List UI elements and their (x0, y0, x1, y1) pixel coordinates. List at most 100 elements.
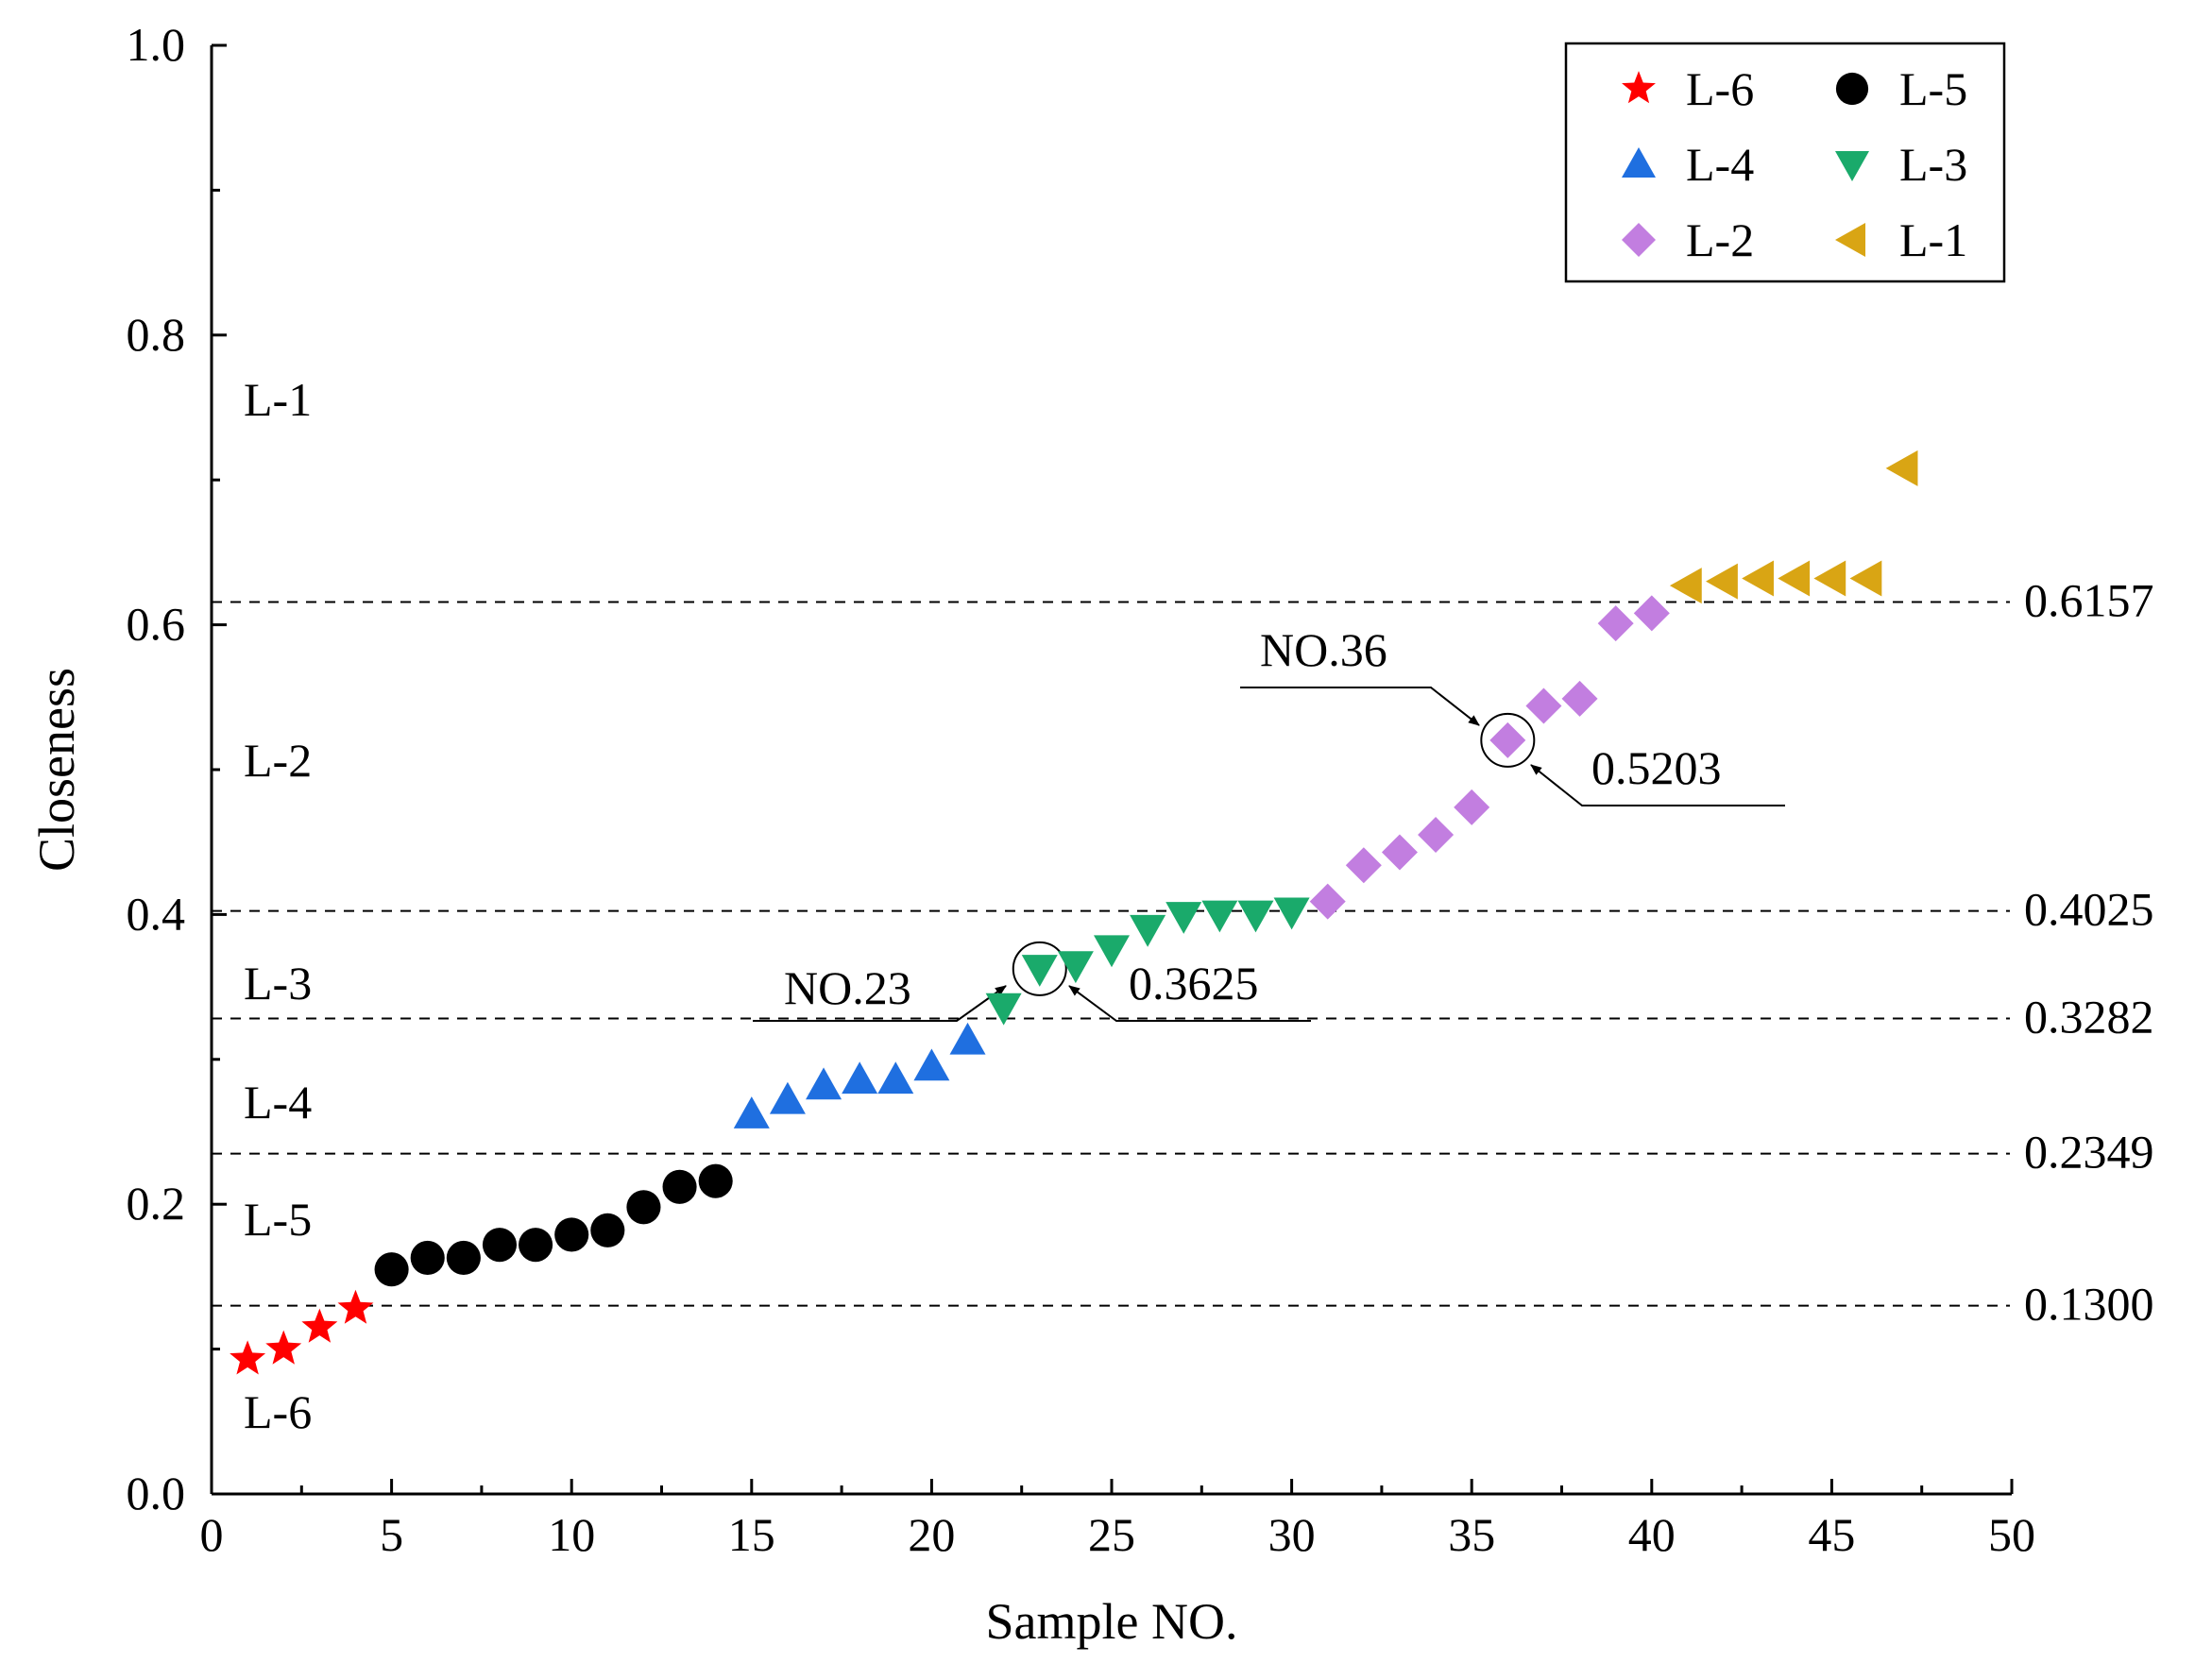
legend-marker (1835, 223, 1866, 257)
data-point (1706, 563, 1738, 600)
y-tick-label: 0.4 (127, 887, 186, 940)
series-L-4 (733, 1022, 986, 1128)
data-point (519, 1228, 553, 1263)
data-point (1237, 900, 1274, 933)
data-point (1885, 450, 1918, 486)
data-point (1669, 568, 1702, 604)
data-point (949, 1022, 986, 1055)
y-tick-label: 0.2 (127, 1177, 186, 1230)
legend-marker (1622, 71, 1656, 104)
data-point (1597, 605, 1634, 642)
level-label: L-3 (244, 957, 312, 1010)
data-point (1381, 834, 1418, 871)
data-point (985, 993, 1022, 1026)
data-point (1345, 847, 1382, 884)
annotation-sample-label: NO.23 (784, 961, 911, 1014)
annotation-arrow (1240, 687, 1480, 726)
data-point (590, 1213, 625, 1247)
data-point (1201, 900, 1238, 933)
legend-marker (1622, 147, 1656, 178)
threshold-label: 0.1300 (2024, 1278, 2154, 1331)
data-point (769, 1081, 806, 1114)
threshold-label: 0.4025 (2024, 883, 2154, 936)
x-tick-label: 5 (380, 1508, 403, 1561)
data-point (662, 1169, 697, 1204)
axes: 0 5 10 15 20 25 30 35 40 45 50 0.0 0.2 0.4 0.6 0.8 1.0 Sa… (28, 18, 2035, 1650)
data-point (482, 1228, 518, 1263)
legend-marker (1622, 223, 1656, 257)
series-L-5 (374, 1163, 733, 1287)
x-tick-label: 35 (1448, 1508, 1495, 1561)
x-tick-label: 0 (200, 1508, 224, 1561)
data-point (1166, 902, 1202, 934)
series-L-3 (985, 897, 1310, 1026)
legend-label: L-6 (1686, 62, 1754, 115)
data-point (1130, 914, 1166, 947)
legend-label: L-1 (1899, 213, 1967, 266)
level-label: L-4 (244, 1076, 312, 1128)
data-point (1525, 687, 1562, 724)
y-axis-title: Closeness (28, 668, 85, 872)
data-point (301, 1308, 338, 1343)
data-point (1561, 680, 1598, 717)
data-point (1778, 560, 1811, 597)
highlight-circle (1480, 712, 1536, 768)
data-point (1021, 955, 1058, 987)
series-L-1 (1669, 450, 1918, 604)
data-point (698, 1163, 733, 1198)
x-tick-label: 15 (728, 1508, 775, 1561)
data-point (842, 1061, 878, 1095)
data-point (1057, 951, 1094, 984)
legend-marker (1835, 72, 1869, 106)
legend-label: L-3 (1899, 138, 1967, 191)
threshold-lines: 0.6157 0.4025 0.3282 0.2349 0.1300 (212, 574, 2154, 1331)
annotation-arrow (1530, 764, 1785, 806)
data-point (446, 1240, 481, 1276)
data-point (410, 1240, 445, 1276)
x-tick-label: 25 (1088, 1508, 1135, 1561)
y-tick-label: 0.0 (127, 1467, 186, 1519)
annotation-sample-label: NO.36 (1260, 623, 1387, 676)
threshold-label: 0.2349 (2024, 1126, 2154, 1179)
data-point (626, 1190, 661, 1225)
data-point (1094, 935, 1130, 968)
level-label: L-1 (244, 373, 312, 426)
x-tick-label: 40 (1628, 1508, 1676, 1561)
threshold-label: 0.6157 (2024, 574, 2154, 627)
series-L-6 (230, 1289, 374, 1375)
data-point (877, 1061, 914, 1095)
x-tick-label: 30 (1268, 1508, 1316, 1561)
data-point (1813, 560, 1846, 597)
x-axis-title: Sample NO. (986, 1593, 1238, 1650)
annotation-value-label: 0.3625 (1129, 957, 1259, 1010)
highlight-circle (1012, 941, 1067, 996)
level-label: L-5 (244, 1193, 312, 1246)
data-point (1489, 721, 1526, 758)
series-L-2 (1309, 595, 1670, 920)
legend-label: L-5 (1899, 62, 1967, 115)
legend-label: L-2 (1686, 213, 1754, 266)
data-point (1273, 897, 1310, 930)
data-point (1633, 595, 1670, 632)
annotation-value-label: 0.5203 (1591, 741, 1722, 794)
y-tick-label: 1.0 (127, 18, 186, 71)
data-point (733, 1096, 770, 1128)
data-point (554, 1217, 589, 1252)
data-point (1454, 789, 1490, 825)
data-point (337, 1289, 374, 1324)
x-tick-label: 45 (1808, 1508, 1855, 1561)
annotation-arrow (1068, 985, 1311, 1022)
x-tick-label: 50 (1988, 1508, 2035, 1561)
data-point (230, 1340, 266, 1375)
x-tick-label: 10 (548, 1508, 595, 1561)
legend-label: L-4 (1686, 138, 1754, 191)
data-point (806, 1067, 842, 1100)
y-tick-label: 0.8 (127, 308, 186, 361)
legend-marker (1835, 150, 1869, 181)
x-tick-label: 20 (908, 1508, 955, 1561)
data-point (374, 1252, 409, 1287)
data-point (265, 1330, 302, 1365)
level-label: L-2 (244, 734, 312, 787)
data-points (230, 450, 1918, 1375)
